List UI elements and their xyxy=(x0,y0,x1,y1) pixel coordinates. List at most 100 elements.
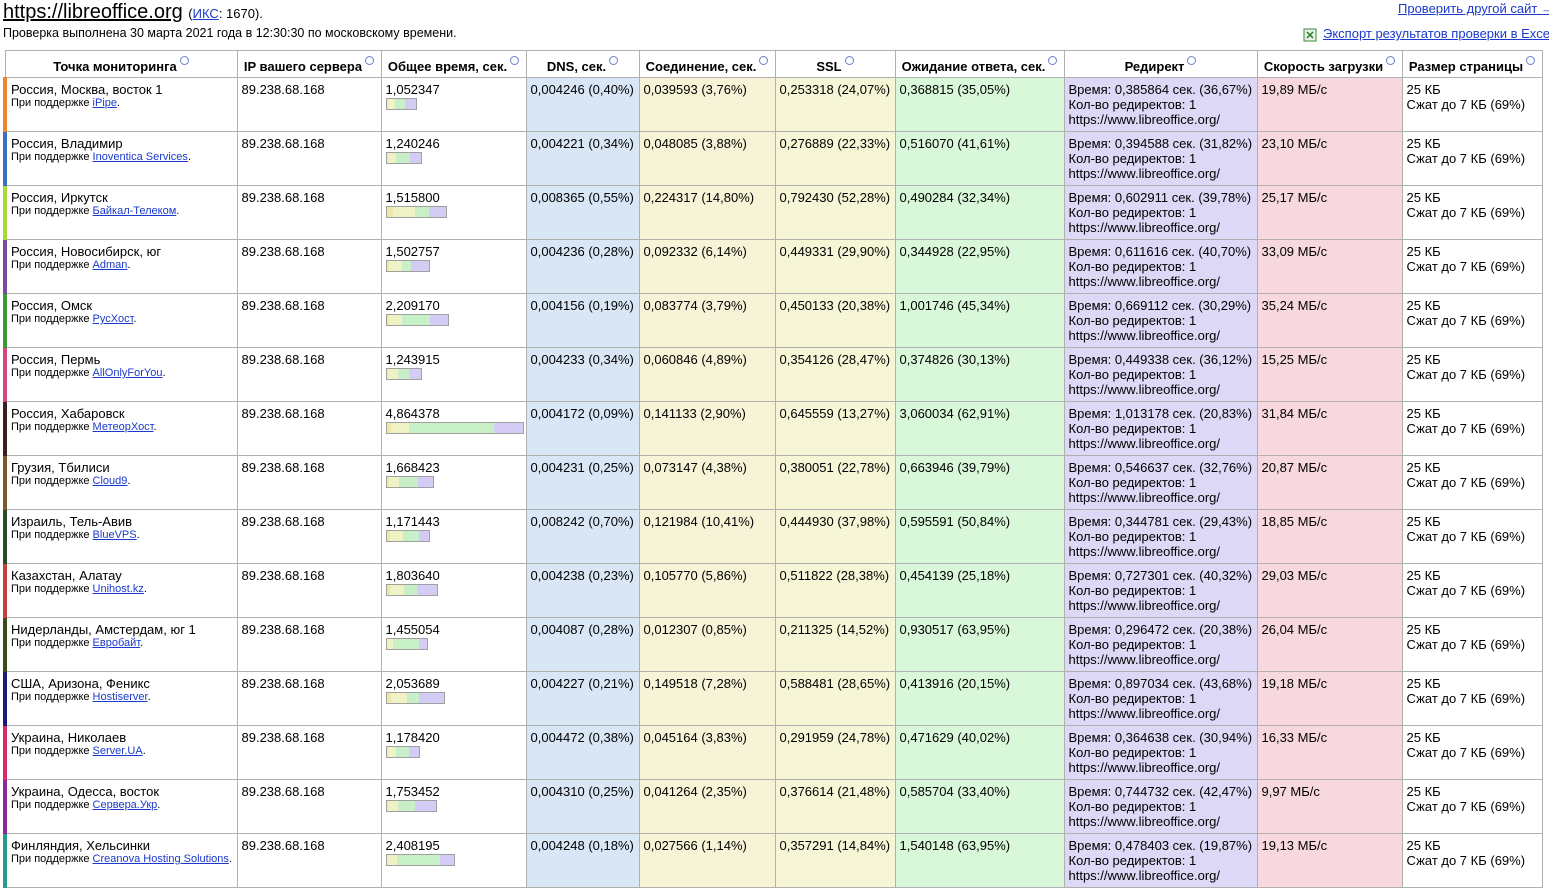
help-icon[interactable] xyxy=(844,56,854,65)
redirect-time: Время: 0,727301 сек. (40,32%) xyxy=(1068,568,1253,583)
timing-segment xyxy=(390,423,409,433)
sponsor: При поддержке Евробайт. xyxy=(11,637,233,650)
help-icon[interactable] xyxy=(179,56,189,65)
timing-bar xyxy=(385,314,450,326)
ssl-time: 0,211325 (14,52%) xyxy=(779,622,890,637)
redirect-cell: Время: 0,394588 сек. (31,82%) Кол-во реди… xyxy=(1063,131,1258,186)
ip: 89.238.68.168 xyxy=(241,82,325,97)
total-time: 2,209170 xyxy=(385,298,440,313)
help-icon[interactable] xyxy=(365,56,375,65)
timing-segment xyxy=(414,801,436,811)
total-cell: 1,178420 xyxy=(380,725,527,780)
sponsor-link[interactable]: МетеорХост xyxy=(92,421,154,433)
timing-segment xyxy=(389,261,402,271)
sponsor-link[interactable]: Hostiserver xyxy=(92,691,148,703)
redirect-time: Время: 0,344781 сек. (29,43%) xyxy=(1068,514,1253,529)
speed-cell: 33,09 МБ/с xyxy=(1256,239,1403,294)
wait-cell: 0,595591 (50,84%) xyxy=(894,509,1065,564)
download-speed: 9,97 МБ/с xyxy=(1261,784,1320,799)
connect-cell: 0,121984 (10,41%) xyxy=(638,509,776,564)
redirect-cell: Время: 0,669112 сек. (30,29%) Кол-во реди… xyxy=(1063,293,1258,348)
help-icon[interactable] xyxy=(609,56,619,65)
sponsor-prefix: При поддержке xyxy=(11,313,90,325)
sponsor-prefix: При поддержке xyxy=(11,151,90,163)
help-icon[interactable] xyxy=(1526,56,1536,65)
page-size: 25 КБ xyxy=(1406,352,1441,367)
sponsor-link[interactable]: Creanova Hosting Solutions xyxy=(92,853,229,865)
page-size: 25 КБ xyxy=(1406,190,1441,205)
compressed-size: Сжат до 7 КБ (69%) xyxy=(1406,691,1526,706)
timing-segment xyxy=(386,261,390,271)
wait-cell: 0,585704 (33,40%) xyxy=(894,779,1065,834)
redirect-cell: Время: 0,478403 сек. (19,87%) Кол-во реди… xyxy=(1063,833,1258,888)
sponsor-link[interactable]: AllOnlyForYou xyxy=(92,367,163,379)
help-icon[interactable] xyxy=(1048,56,1058,65)
location-cell: Казахстан, Алатау При поддержке Unihost.kz… xyxy=(3,563,238,618)
timing-segment xyxy=(494,423,523,433)
ip: 89.238.68.168 xyxy=(241,514,325,529)
total-time: 1,753452 xyxy=(385,784,440,799)
export-link[interactable]: Экспорт результатов проверки в Excel xyxy=(1323,26,1549,41)
connect-cell: 0,092332 (6,14%) xyxy=(638,239,776,294)
sponsor-link[interactable]: Cloud9 xyxy=(92,475,128,487)
check-other-link[interactable]: Проверить другой сайт → xyxy=(1398,1,1549,16)
ssl-time: 0,792430 (52,28%) xyxy=(779,190,891,205)
page-size: 25 КБ xyxy=(1406,676,1441,691)
wait-cell: 0,471629 (40,02%) xyxy=(894,725,1065,780)
location-cell: Россия, Иркутск При поддержке Байкал-Телек… xyxy=(3,185,238,240)
sponsor-link[interactable]: РусХост xyxy=(92,313,134,325)
sponsor-link[interactable]: Adman xyxy=(92,259,128,271)
sponsor-suffix: . xyxy=(187,151,191,163)
ssl-time: 0,357291 (14,84%) xyxy=(779,838,891,853)
help-icon[interactable] xyxy=(1187,56,1197,65)
sponsor-link[interactable]: BlueVPS xyxy=(92,529,137,541)
download-speed: 23,10 МБ/с xyxy=(1261,136,1328,151)
help-icon[interactable] xyxy=(1386,56,1396,65)
connect-cell: 0,048085 (3,88%) xyxy=(638,131,776,186)
sponsor-link[interactable]: Unihost.kz xyxy=(92,583,144,595)
redirect-time: Время: 0,744732 сек. (42,47%) xyxy=(1068,784,1253,799)
page-size: 25 КБ xyxy=(1406,568,1441,583)
ip: 89.238.68.168 xyxy=(241,784,325,799)
column-title: Общее время, сек. xyxy=(387,59,508,74)
help-icon[interactable] xyxy=(510,56,520,65)
timing-segment xyxy=(388,369,399,379)
sponsor-link[interactable]: iPipe xyxy=(92,97,118,109)
compressed-size: Сжат до 7 КБ (69%) xyxy=(1406,475,1526,490)
location-cell: Россия, Пермь При поддержке AllOnlyForYou. xyxy=(3,347,238,402)
sponsor-suffix: . xyxy=(157,799,161,811)
download-speed: 15,25 МБ/с xyxy=(1261,352,1328,367)
dns-cell: 0,004233 (0,34%) xyxy=(525,347,640,402)
redirect-count: Кол-во редиректов: 1 xyxy=(1068,853,1197,868)
site-link[interactable]: https://libreoffice.org xyxy=(3,1,183,23)
connect-time: 0,045164 (3,83%) xyxy=(643,730,747,745)
timing-segment xyxy=(398,369,409,379)
redirect-url: https://www.libreoffice.org/ xyxy=(1068,220,1221,235)
timing-segment xyxy=(386,693,391,703)
connect-cell: 0,045164 (3,83%) xyxy=(638,725,776,780)
column-header: Скорость загрузки xyxy=(1256,50,1403,78)
connect-cell: 0,060846 (4,89%) xyxy=(638,347,776,402)
connect-time: 0,048085 (3,88%) xyxy=(643,136,747,151)
ip-cell: 89.238.68.168 xyxy=(236,293,382,348)
connect-time: 0,039593 (3,76%) xyxy=(643,82,747,97)
iks-link[interactable]: ИКС xyxy=(192,6,219,21)
speed-cell: 19,13 МБ/с xyxy=(1256,833,1403,888)
sponsor-link[interactable]: Server.UA xyxy=(92,745,143,757)
column-title: DNS, сек. xyxy=(546,59,607,74)
sponsor-link[interactable]: Сервера.Укр xyxy=(92,799,158,811)
wait-cell: 0,368815 (35,05%) xyxy=(894,77,1065,132)
timing-segment xyxy=(408,369,422,379)
result-row: Украина, Николаев При поддержке Server.UA.… xyxy=(3,725,1543,780)
help-icon[interactable] xyxy=(759,56,769,65)
total-cell: 1,455054 xyxy=(380,617,527,672)
sponsor-link[interactable]: Байкал-Телеком xyxy=(92,205,177,217)
wait-time: 1,540148 (63,95%) xyxy=(899,838,1011,853)
size-cell: 25 КБ Сжат до 7 КБ (69%) xyxy=(1401,833,1543,888)
total-time: 1,803640 xyxy=(385,568,440,583)
dns-time: 0,004310 (0,25%) xyxy=(530,784,634,799)
sponsor-link[interactable]: Евробайт xyxy=(92,637,141,649)
redirect-count: Кол-во редиректов: 1 xyxy=(1068,367,1197,382)
size-cell: 25 КБ Сжат до 7 КБ (69%) xyxy=(1401,455,1543,510)
sponsor-link[interactable]: Inoventica Services xyxy=(92,151,188,163)
